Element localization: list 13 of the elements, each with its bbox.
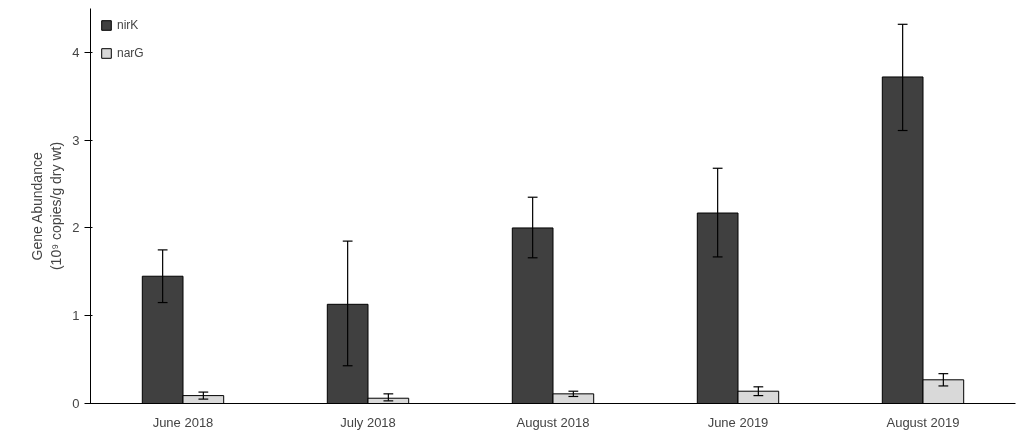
y-tick-label: 0 — [72, 396, 80, 411]
x-tick-label: June 2019 — [707, 414, 769, 430]
x-tick-label: June 2018 — [152, 414, 214, 430]
y-tick-label: 2 — [72, 220, 80, 236]
x-tick-label: July 2018 — [340, 414, 396, 430]
y-axis-title: Gene Abundance (10⁹ copies/g dry wt) — [29, 141, 65, 271]
legend-label: nirK — [117, 18, 139, 32]
x-tick-label: August 2019 — [886, 414, 960, 430]
x-tick-label: August 2018 — [516, 414, 590, 430]
y-tick-label: 1 — [72, 308, 80, 324]
y-tick-label: 3 — [72, 132, 80, 148]
legend-label: narG — [117, 46, 144, 60]
y-tick-label: 4 — [72, 44, 80, 60]
